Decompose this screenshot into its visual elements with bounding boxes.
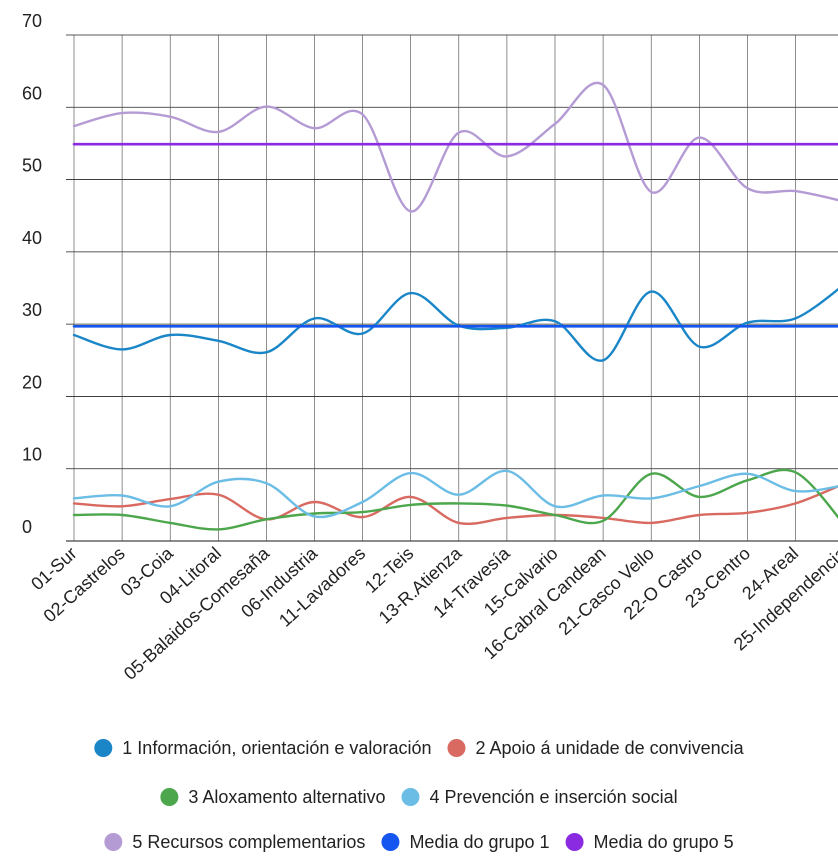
grid <box>66 34 838 542</box>
legend-label: Media do grupo 1 <box>409 832 549 852</box>
legend-swatch <box>160 788 179 806</box>
series-line-3 <box>72 468 838 531</box>
series-line-5 <box>72 81 838 213</box>
legend-label: 4 Prevención e inserción social <box>429 787 677 807</box>
legend-label: 1 Información, orientación e valoración <box>122 738 431 758</box>
legend-label: 2 Apoio á unidade de convivencia <box>475 738 744 758</box>
series-line-4 <box>72 469 838 519</box>
legend-swatch <box>381 833 400 851</box>
x-tick-label: 11-Lavadores <box>275 543 369 631</box>
y-axis-ticks: 0 10 20 30 40 50 60 70 <box>22 11 42 537</box>
legend-swatch <box>447 739 466 757</box>
legend-swatch <box>401 788 420 806</box>
y-tick-label: 20 <box>22 372 42 392</box>
y-tick-label: 50 <box>22 156 42 176</box>
y-tick-label: 70 <box>22 11 42 31</box>
y-tick-label: 30 <box>22 300 42 320</box>
series-line-2 <box>72 484 838 525</box>
legend-label: 5 Recursos complementarios <box>132 832 365 852</box>
y-tick-label: 10 <box>22 445 42 465</box>
series-line-1 <box>72 287 838 362</box>
legend-swatch <box>94 739 113 757</box>
x-axis-ticks: 01-Sur02-Castrelos03-Coia04-Litoral05-Ba… <box>27 542 838 683</box>
legend-label: 3 Aloxamento alternativo <box>188 787 385 807</box>
series-lines <box>72 81 838 531</box>
y-tick-label: 0 <box>22 517 32 537</box>
legend-swatch <box>104 833 123 851</box>
legend-swatch <box>565 833 584 851</box>
legend: 1 Información, orientación e valoración 2… <box>94 738 745 852</box>
y-tick-label: 60 <box>22 83 42 103</box>
legend-label: Media do grupo 5 <box>594 832 734 852</box>
y-tick-label: 40 <box>22 228 42 248</box>
